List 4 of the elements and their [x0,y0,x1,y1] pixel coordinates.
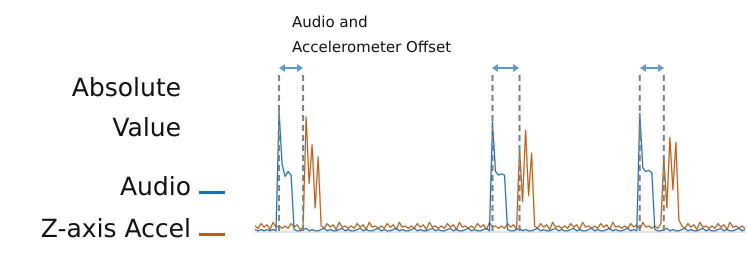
text: Audio and Accelerometer Offset [292,12,452,58]
legend-label: Z-axis Accel [40,213,191,245]
legend-label: Audio [120,171,191,203]
y-axis-title: Absolute Value [70,72,181,144]
